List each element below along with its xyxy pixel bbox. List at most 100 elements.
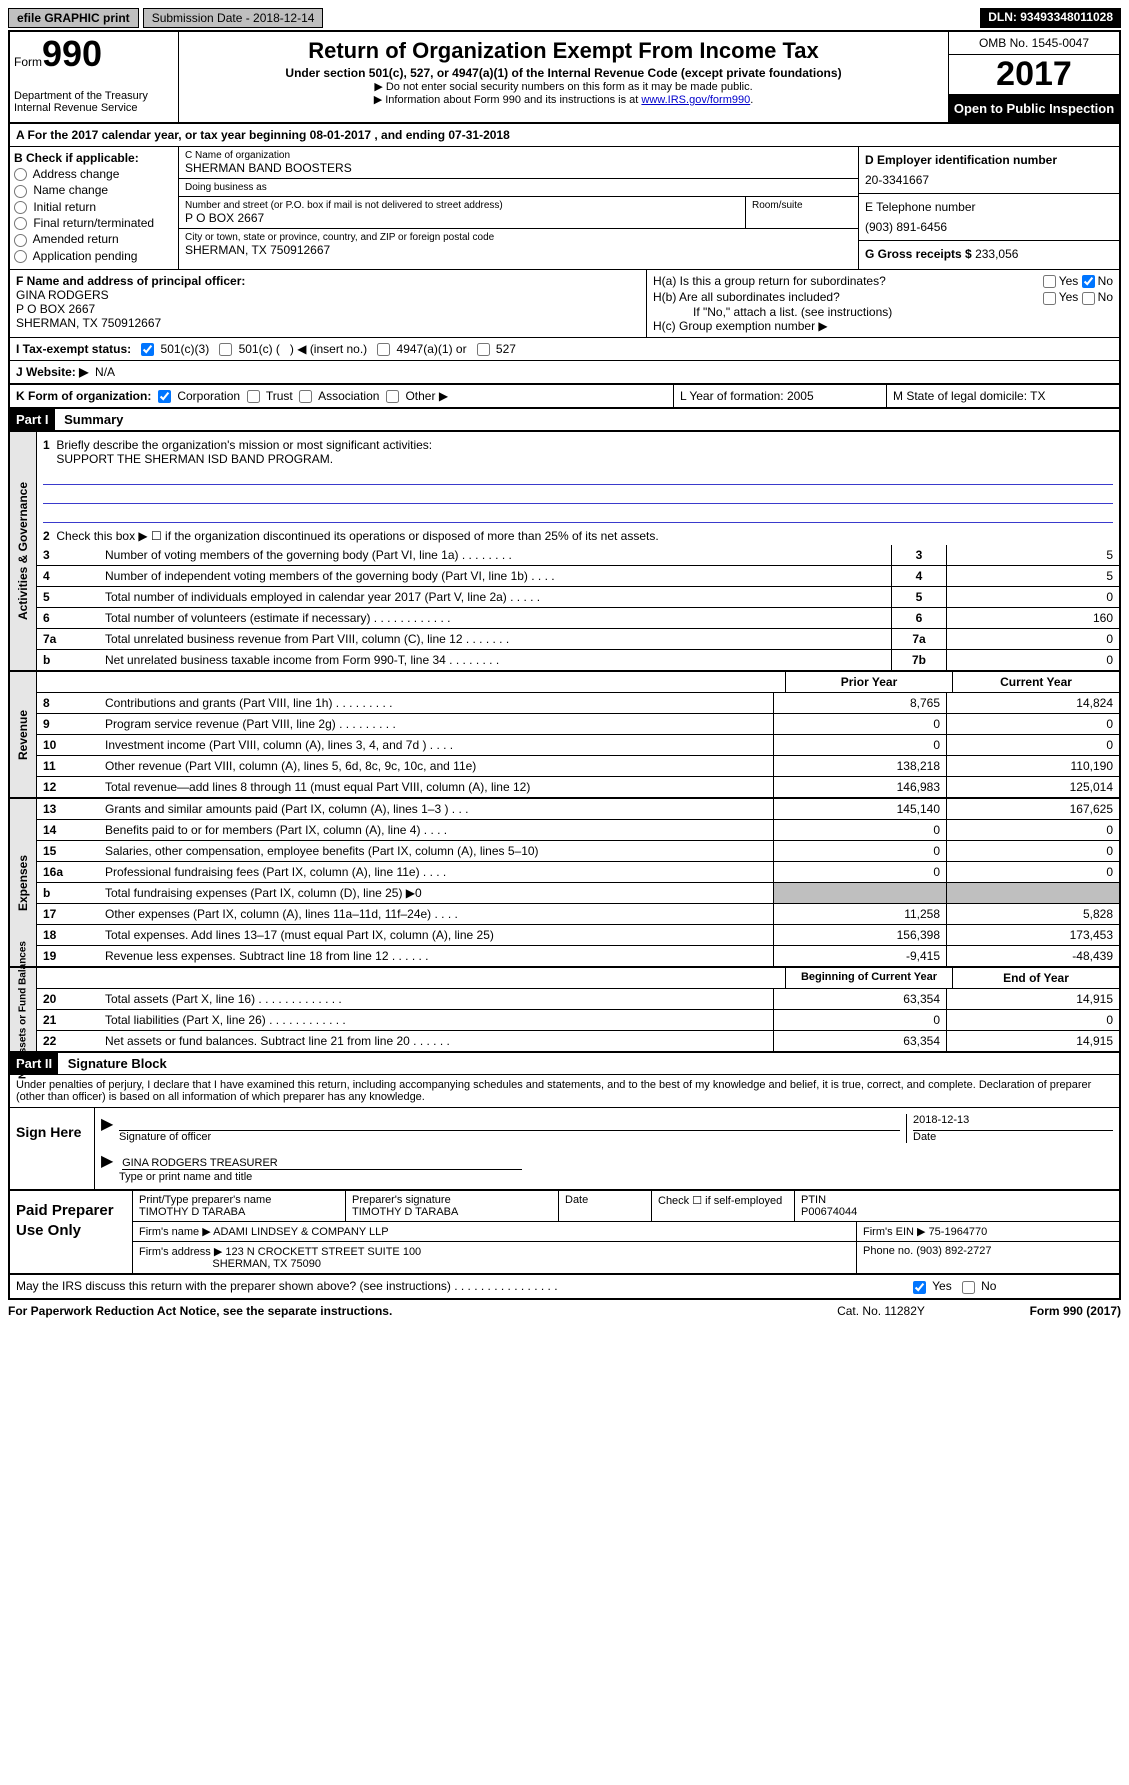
prep-name-label: Print/Type preparer's name [139,1194,271,1206]
gross-value: 233,056 [975,247,1018,261]
cb-501c[interactable] [219,343,232,356]
cb-final-return[interactable]: Final return/terminated [14,216,174,230]
summary-line: b Net unrelated business taxable income … [37,650,1119,670]
cb-trust[interactable] [247,390,260,403]
summary-line: 6 Total number of volunteers (estimate i… [37,608,1119,629]
sig-date-label: Date [913,1131,1113,1143]
summary-line: 18 Total expenses. Add lines 13–17 (must… [37,925,1119,946]
form-container: Form990 Department of the Treasury Inter… [8,30,1121,1300]
summary-line: 8 Contributions and grants (Part VIII, l… [37,693,1119,714]
i-label: I Tax-exempt status: [16,342,131,356]
vtab-revenue: Revenue [10,672,37,797]
ha-label: H(a) Is this a group return for subordin… [653,274,886,288]
hb-yes[interactable] [1043,292,1056,305]
prep-sig-label: Preparer's signature [352,1194,451,1206]
part1-header: Part I [10,409,55,430]
summary-line: 22 Net assets or fund balances. Subtract… [37,1031,1119,1051]
cb-501c3[interactable] [141,343,154,356]
cb-527[interactable] [477,343,490,356]
sign-here-label: Sign Here [10,1108,95,1189]
summary-line: 21 Total liabilities (Part X, line 26) .… [37,1010,1119,1031]
city-value: SHERMAN, TX 750912667 [185,243,852,257]
hc-label: H(c) Group exemption number ▶ [653,319,1113,333]
col-prior-year: Prior Year [785,672,952,692]
tel-value: (903) 891-6456 [865,220,1113,234]
cb-other[interactable] [386,390,399,403]
firm-addr-label: Firm's address ▶ [139,1246,222,1258]
hb-no[interactable] [1082,292,1095,305]
summary-line: 14 Benefits paid to or for members (Part… [37,820,1119,841]
arrow-icon: ▶ [101,1151,119,1171]
col-c-org-info: C Name of organization SHERMAN BAND BOOS… [179,147,859,269]
header-center: Return of Organization Exempt From Incom… [179,32,948,122]
b-header: B Check if applicable: [14,151,174,165]
cb-4947[interactable] [377,343,390,356]
efile-print-button[interactable]: efile GRAPHIC print [8,8,139,28]
cb-initial-return[interactable]: Initial return [14,200,174,214]
ha-yes[interactable] [1043,275,1056,288]
header-right: OMB No. 1545-0047 2017 Open to Public In… [948,32,1119,122]
summary-line: 9 Program service revenue (Part VIII, li… [37,714,1119,735]
discuss-yes[interactable] [913,1281,926,1294]
firm-addr2: SHERMAN, TX 75090 [212,1258,321,1270]
cat-no: Cat. No. 11282Y [801,1304,961,1318]
sig-officer-label: Signature of officer [119,1131,900,1143]
form-word: Form [14,55,42,69]
header-left: Form990 Department of the Treasury Inter… [10,32,179,122]
top-bar: efile GRAPHIC print Submission Date - 20… [8,8,1121,28]
summary-line: b Total fundraising expenses (Part IX, c… [37,883,1119,904]
col-d: D Employer identification number 20-3341… [859,147,1119,269]
summary-line: 10 Investment income (Part VIII, column … [37,735,1119,756]
cb-corporation[interactable] [158,390,171,403]
submission-date: Submission Date - 2018-12-14 [143,8,324,28]
print-name-label: Type or print name and title [119,1171,1113,1183]
f-label: F Name and address of principal officer: [16,274,245,288]
col-end-year: End of Year [952,968,1119,988]
line2-text: Check this box ▶ ☐ if the organization d… [56,529,658,543]
col-h: H(a) Is this a group return for subordin… [647,270,1119,337]
hb-note: If "No," attach a list. (see instruction… [693,305,1113,319]
ein-label: D Employer identification number [865,153,1113,167]
cb-name-change[interactable]: Name change [14,183,174,197]
city-label: City or town, state or province, country… [185,232,852,243]
mission-text: SUPPORT THE SHERMAN ISD BAND PROGRAM. [56,452,333,466]
summary-line: 17 Other expenses (Part IX, column (A), … [37,904,1119,925]
row-i-tax-status: I Tax-exempt status: 501(c)(3) 501(c) ( … [10,338,1119,361]
sig-date-value: 2018-12-13 [913,1114,1113,1131]
firm-name-label: Firm's name ▶ [139,1226,211,1238]
row-j-website: J Website: ▶ N/A [10,361,1119,385]
gross-label: G Gross receipts $ [865,247,972,261]
form-title: Return of Organization Exempt From Incom… [187,38,940,64]
cb-association[interactable] [299,390,312,403]
paid-preparer-label: Paid Preparer Use Only [10,1191,133,1273]
discuss-no[interactable] [962,1281,975,1294]
cb-address-change[interactable]: Address change [14,167,174,181]
cb-application-pending[interactable]: Application pending [14,249,174,263]
irs-link[interactable]: www.IRS.gov/form990 [641,94,750,106]
j-label: J Website: ▶ [16,365,88,379]
summary-line: 4 Number of independent voting members o… [37,566,1119,587]
org-name-label: C Name of organization [185,150,852,161]
summary-line: 5 Total number of individuals employed i… [37,587,1119,608]
ptin-value: P00674044 [801,1206,857,1218]
officer-name: GINA RODGERS [16,288,109,302]
open-to-public: Open to Public Inspection [949,95,1119,122]
summary-line: 13 Grants and similar amounts paid (Part… [37,799,1119,820]
firm-phone: (903) 892-2727 [916,1245,991,1257]
summary-line: 7a Total unrelated business revenue from… [37,629,1119,650]
tel-label: E Telephone number [865,200,1113,214]
summary-line: 16a Professional fundraising fees (Part … [37,862,1119,883]
dln: DLN: 93493348011028 [980,8,1121,28]
col-begin-year: Beginning of Current Year [785,968,952,988]
addr-value: P O BOX 2667 [185,211,739,225]
summary-line: 19 Revenue less expenses. Subtract line … [37,946,1119,966]
cb-amended[interactable]: Amended return [14,232,174,246]
officer-print-name: GINA RODGERS TREASURER [122,1157,522,1170]
ptin-label: PTIN [801,1194,826,1206]
ha-no[interactable] [1082,275,1095,288]
firm-ein-label: Firm's EIN ▶ [863,1226,926,1238]
summary-line: 20 Total assets (Part X, line 16) . . . … [37,989,1119,1010]
discuss-question: May the IRS discuss this return with the… [16,1279,913,1293]
row-a-tax-year: A For the 2017 calendar year, or tax yea… [10,124,1119,147]
website-value: N/A [95,365,115,379]
